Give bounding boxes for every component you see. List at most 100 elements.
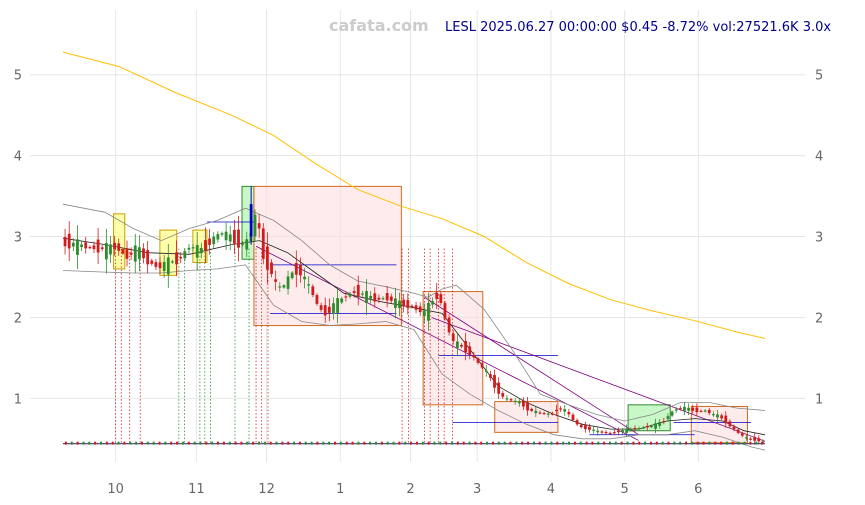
volume-bar <box>386 441 389 445</box>
x-tick-label: 2 <box>406 482 414 497</box>
y-tick-label: 5 <box>815 69 823 84</box>
watermark: cafata.com <box>329 16 429 35</box>
volume-bar <box>345 441 348 445</box>
candle-down <box>96 239 100 253</box>
candle-up <box>641 427 645 429</box>
volume-bar <box>129 441 132 445</box>
x-tick-label: 4 <box>547 482 555 497</box>
candle-up <box>249 204 253 237</box>
candle-down <box>608 432 612 435</box>
range-box-yellow <box>113 213 126 270</box>
candle-up <box>422 310 426 316</box>
candle-down <box>377 297 381 300</box>
volume-bar <box>632 441 635 445</box>
volume-bar <box>140 441 143 445</box>
volume-bar <box>111 441 114 445</box>
candle-down <box>757 438 761 442</box>
candle-up <box>563 409 567 412</box>
x-axis: 10 11 12 1 2 3 4 5 6 <box>107 482 702 497</box>
volume-bar <box>369 441 372 445</box>
candle-down <box>418 306 422 313</box>
volume-bar <box>275 441 278 445</box>
candle-down <box>373 293 377 302</box>
candle-down <box>724 415 728 424</box>
volume-bar <box>608 441 611 445</box>
volume-bar <box>731 441 734 445</box>
volume-bar <box>257 441 260 445</box>
y-tick-label: 1 <box>815 392 823 407</box>
candle-down <box>125 248 129 259</box>
candle-down <box>753 436 757 441</box>
volume-bar <box>158 441 161 445</box>
candle-down <box>583 425 587 430</box>
candle-up <box>517 401 521 404</box>
candle-down <box>550 413 554 415</box>
volume-bar <box>451 441 454 445</box>
volume-bar <box>135 441 138 445</box>
candle-up <box>228 234 232 242</box>
volume-bar <box>322 441 325 445</box>
candle-down <box>695 407 699 413</box>
volume-bar <box>720 441 723 445</box>
x-tick-label: 11 <box>188 482 205 497</box>
x-tick-label: 12 <box>258 482 275 497</box>
volume-bar <box>456 441 459 445</box>
x-tick-label: 3 <box>473 482 481 497</box>
candle-down <box>344 296 348 298</box>
candle-up <box>109 244 112 255</box>
indicator-curves <box>62 51 766 451</box>
candle-up <box>637 428 641 430</box>
volume-bar <box>404 441 407 445</box>
volume-bar <box>398 441 401 445</box>
candle-down <box>633 428 637 430</box>
volume-bar <box>187 441 190 445</box>
candle-down <box>707 409 711 414</box>
candle-up <box>191 247 195 249</box>
candle-down <box>311 286 315 295</box>
volume-bar <box>644 441 647 445</box>
candle-up <box>212 236 216 245</box>
candle-up <box>187 247 191 250</box>
candle-down <box>266 246 269 270</box>
candle-up <box>336 298 340 313</box>
volume-bar <box>544 441 547 445</box>
volume-bar <box>82 441 85 445</box>
candle-down <box>567 411 571 415</box>
candle-down <box>84 242 88 249</box>
candle-up <box>282 285 286 288</box>
candle-up <box>332 303 335 314</box>
candle-up <box>245 239 249 250</box>
candle-down <box>530 408 534 411</box>
candle-up <box>137 247 141 259</box>
volume-bar <box>679 441 682 445</box>
candle-down <box>402 299 406 307</box>
candle-up <box>625 428 629 433</box>
candle-up <box>199 248 203 254</box>
volume-bar <box>246 441 249 445</box>
candle-up <box>745 437 748 439</box>
candle-down <box>410 305 414 308</box>
volume-bar <box>410 441 413 445</box>
volume-bar <box>240 441 243 445</box>
ticker-info: LESL 2025.06.27 00:00:00 $0.45 -8.72% vo… <box>445 20 831 35</box>
volume-bar <box>234 441 237 445</box>
y-axis-left: 1 2 3 4 5 <box>14 69 22 408</box>
candle-down <box>204 240 207 251</box>
candle-down <box>179 256 183 259</box>
candle-up <box>670 411 674 416</box>
volume-bar <box>690 441 693 445</box>
range-box-red <box>253 185 402 327</box>
candle-down <box>389 296 393 301</box>
volume-bar <box>591 441 594 445</box>
candle-down <box>497 382 501 394</box>
trend-line <box>255 245 639 441</box>
candle-down <box>146 250 150 265</box>
candle-up <box>286 276 290 289</box>
candle-down <box>476 358 480 363</box>
candle-down <box>728 421 732 427</box>
candle-down <box>208 238 211 245</box>
candle-down <box>154 262 158 267</box>
volume-bar <box>755 441 758 445</box>
candle-up <box>621 430 624 433</box>
candle-down <box>472 355 476 358</box>
